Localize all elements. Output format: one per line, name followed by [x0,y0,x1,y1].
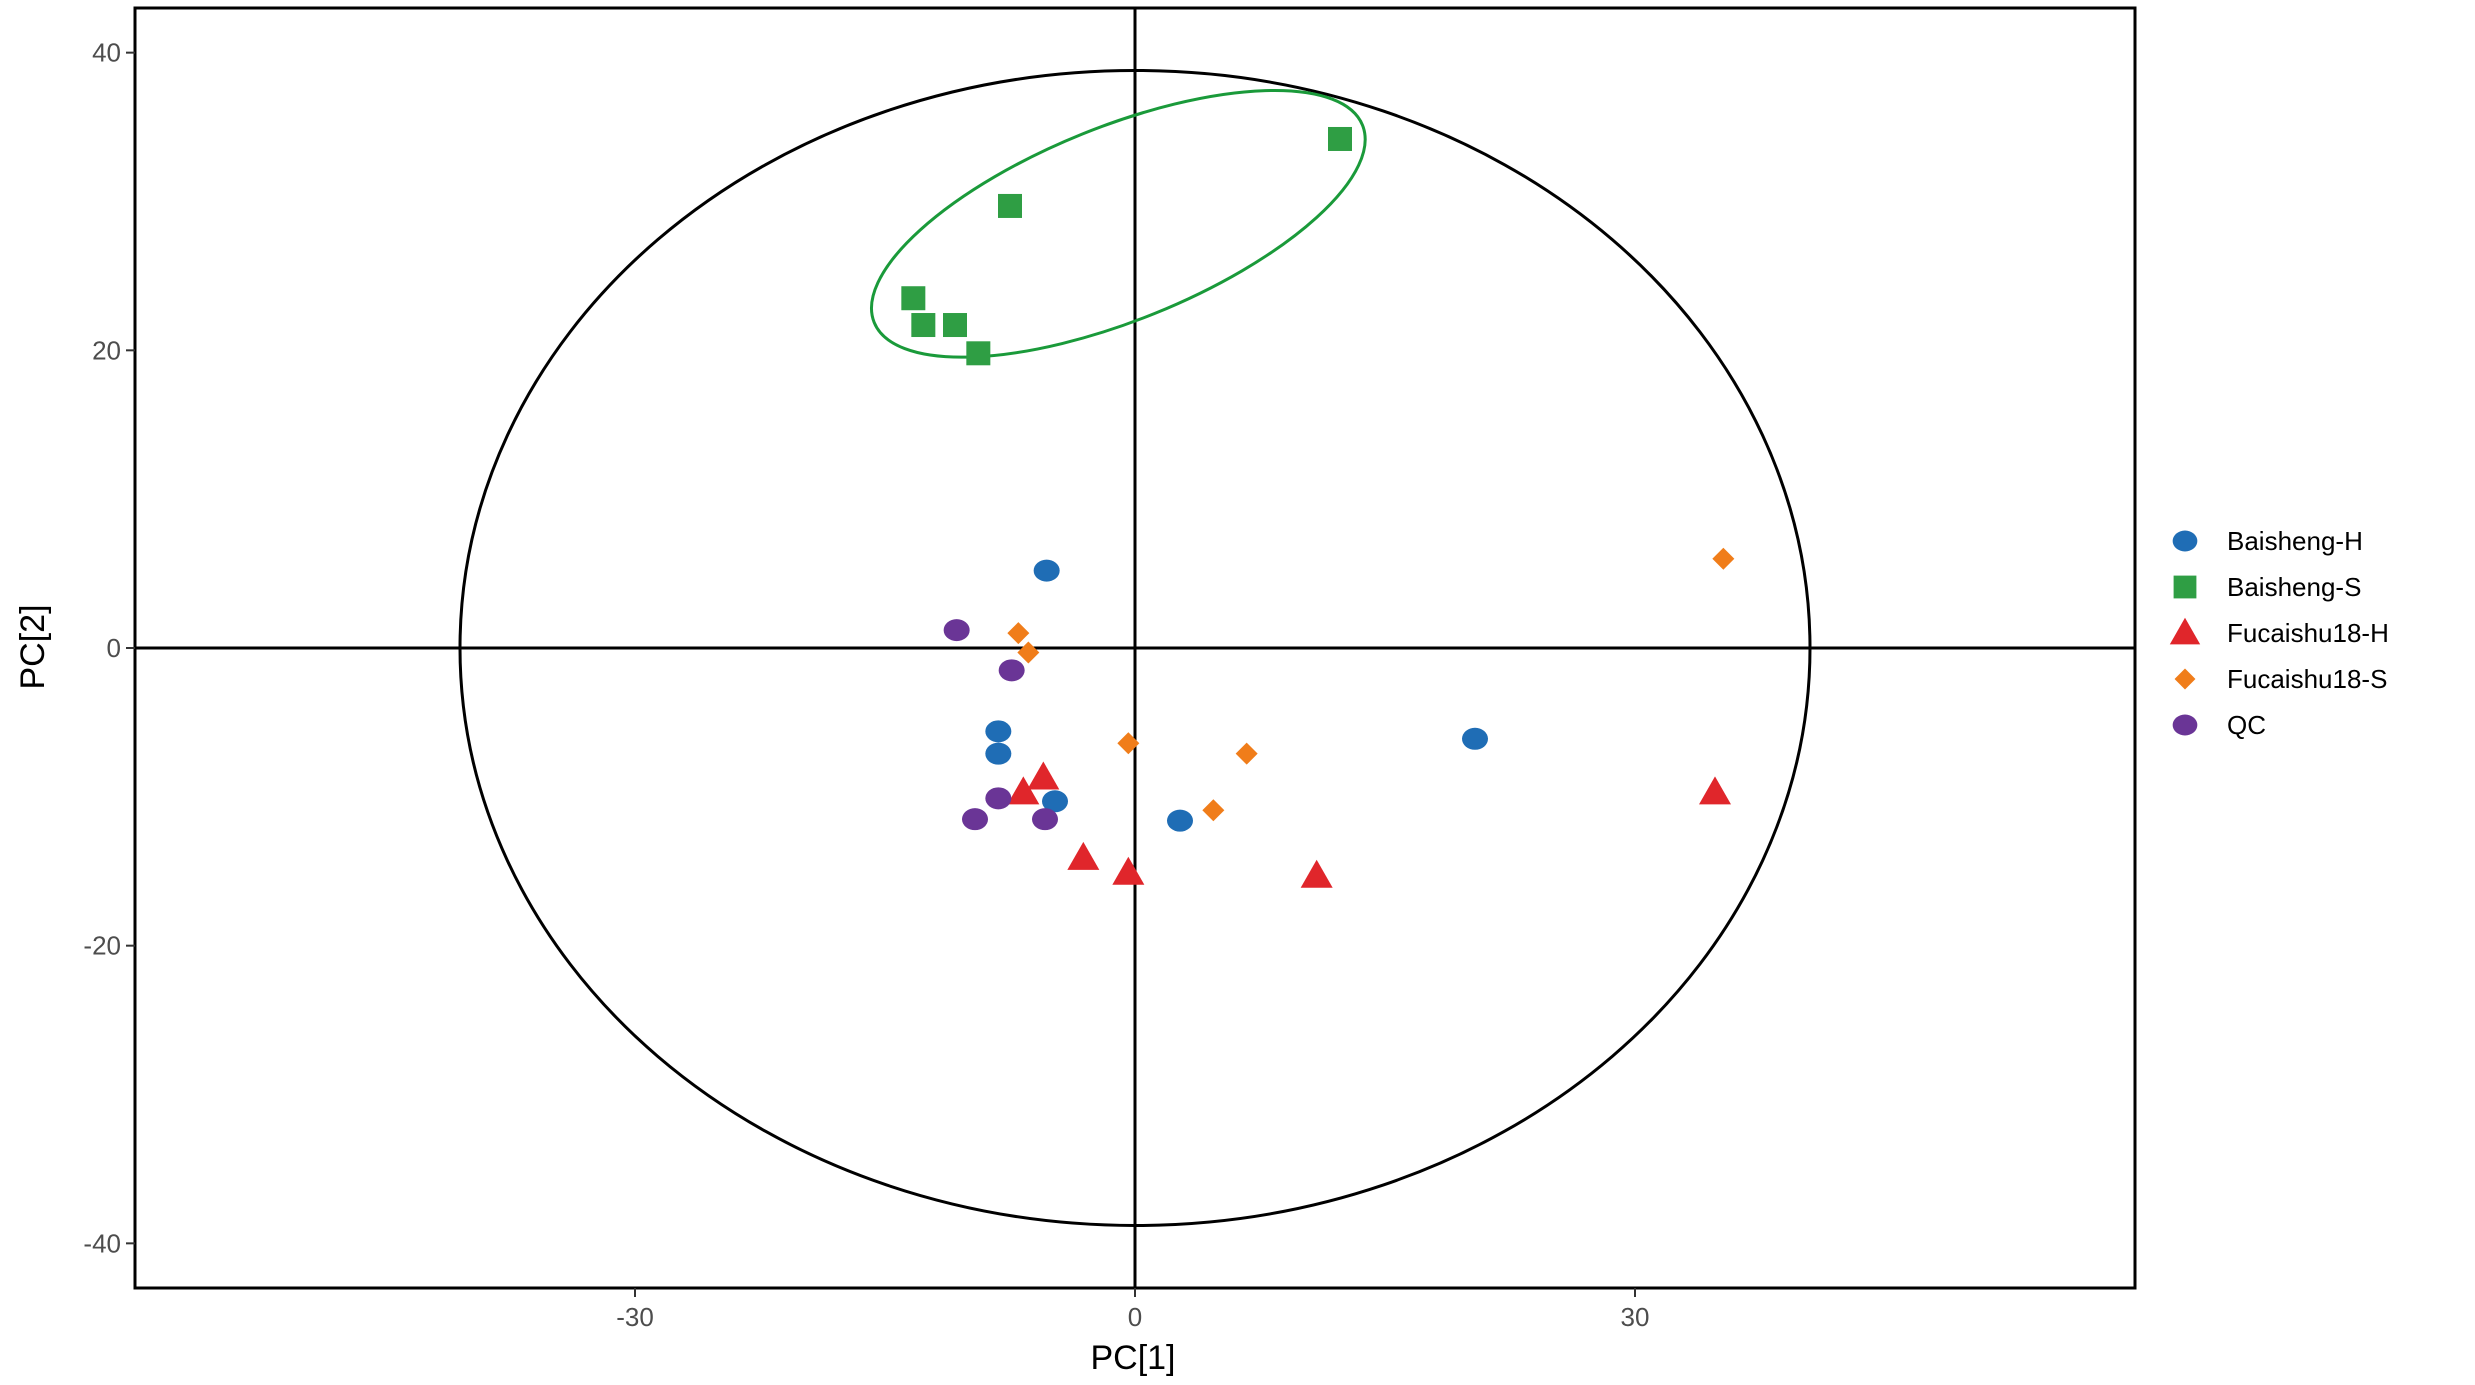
point-baisheng-h-1 [1033,559,1060,582]
point-baisheng-s-1 [901,286,926,311]
legend-label-fucaishu18-s: Fucaishu18-S [2227,664,2387,694]
point-qc-2 [998,659,1025,682]
axes: -30 0 30 -40 -20 0 20 40 [83,6,2137,1332]
point-fucaishu18-s-6 [1712,547,1735,570]
point-baisheng-h-5 [1167,809,1193,832]
plot-area [135,8,2135,1288]
point-fucaishu18-h-2 [1007,776,1040,805]
point-fucaishu18-h-5 [1300,859,1333,888]
point-qc-5 [1032,808,1058,831]
point-baisheng-h-2 [985,720,1012,743]
legend: Baisheng-H Baisheng-S Fucaishu18-H Fucaishu… [2169,526,2389,740]
point-fucaishu18-s-5 [1202,799,1225,822]
point-fucaishu18-s-4 [1235,742,1258,765]
point-qc-1 [943,619,970,642]
point-fucaishu18-h-1 [1027,761,1060,790]
legend-key-fucaishu18-s [2174,668,2196,690]
x-tick-label: -30 [616,1302,654,1332]
hotelling-ellipse [458,69,1812,1227]
y-tick-label: -20 [83,931,121,961]
point-fucaishu18-s-3 [1117,732,1140,755]
point-baisheng-s-4 [966,341,991,366]
point-fucaishu18-h-3 [1067,841,1100,870]
y-tick-label: 0 [107,633,121,663]
point-baisheng-h-4 [1042,790,1068,813]
legend-key-fucaishu18-h [2169,617,2201,645]
legend-label-baisheng-s: Baisheng-S [2227,572,2361,602]
point-qc-4 [962,808,988,831]
point-fucaishu18-h-4 [1112,856,1145,885]
y-tick-label: 40 [92,38,121,68]
point-fucaishu18-s-1 [1007,622,1030,645]
x-tick-label: 0 [1128,1302,1142,1332]
x-axis-title: PC[1] [1090,1339,1175,1377]
point-fucaishu18-h-6 [1699,776,1731,805]
point-qc-3 [985,787,1012,810]
y-tick-label: 20 [92,335,121,365]
y-tick-label: -40 [83,1228,121,1258]
y-axis-title: PC[2] [14,604,52,689]
group-ellipse-baisheng-s [869,88,1367,359]
legend-key-qc [2172,714,2198,736]
legend-key-baisheng-s [2173,575,2197,599]
legend-label-fucaishu18-h: Fucaishu18-H [2227,618,2389,648]
point-baisheng-s-2 [911,313,936,338]
point-baisheng-h-3 [985,742,1012,765]
point-baisheng-s-3 [943,313,967,338]
x-tick-label: 30 [1621,1302,1650,1332]
legend-label-baisheng-h: Baisheng-H [2227,526,2363,556]
point-baisheng-s-6 [1328,126,1352,151]
legend-label-qc: QC [2227,710,2266,740]
legend-key-baisheng-h [2172,530,2198,552]
point-baisheng-s-5 [998,193,1022,218]
point-baisheng-h-6 [1462,727,1488,750]
point-fucaishu18-s-2 [1017,641,1040,664]
